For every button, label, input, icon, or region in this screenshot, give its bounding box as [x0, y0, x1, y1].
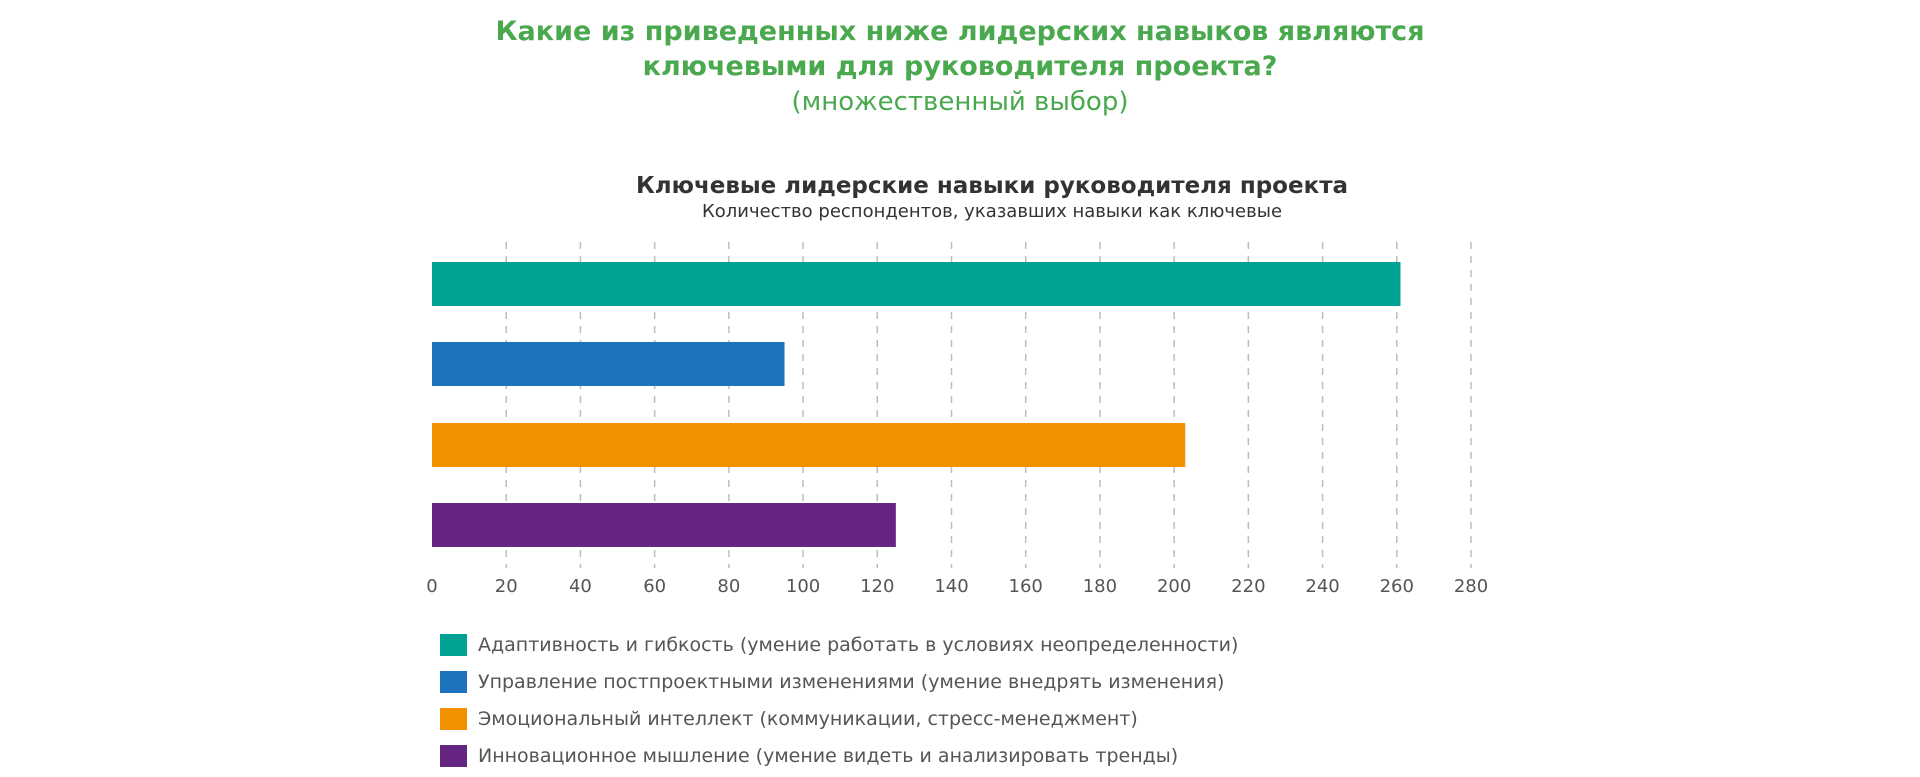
x-tick-label: 140	[934, 576, 968, 597]
legend-label: Инновационное мышление (умение видеть и …	[478, 744, 1179, 767]
question-line-2: ключевыми для руководителя проекта?	[642, 51, 1278, 82]
legend-swatch	[440, 707, 467, 730]
bar	[432, 262, 1401, 306]
question-header: Какие из приведенных ниже лидерских навы…	[0, 14, 1920, 120]
legend-item: Адаптивность и гибкость (умение работать…	[440, 626, 1238, 663]
x-tick-label: 20	[495, 576, 518, 597]
x-tick-label: 220	[1231, 576, 1265, 597]
x-tick-label: 100	[786, 576, 820, 597]
x-tick-label: 40	[569, 576, 592, 597]
x-tick-label: 200	[1157, 576, 1191, 597]
legend-item: Управление постпроектными изменениями (у…	[440, 663, 1238, 700]
legend-item: Инновационное мышление (умение видеть и …	[440, 737, 1238, 774]
legend-label: Эмоциональный интеллект (коммуникации, с…	[478, 707, 1138, 730]
x-tick-label: 240	[1305, 576, 1339, 597]
x-tick-label: 160	[1009, 576, 1043, 597]
x-axis-ticks: 0 20 40 60 80 100 120 140 160 180 200 220 240 260 280	[426, 576, 1488, 597]
x-tick-label: 0	[426, 576, 437, 597]
question-note: (множественный выбор)	[791, 87, 1129, 117]
x-tick-label: 260	[1380, 576, 1414, 597]
x-tick-label: 80	[717, 576, 740, 597]
bar	[432, 503, 896, 547]
x-tick-label: 60	[643, 576, 666, 597]
legend-swatch	[440, 670, 467, 693]
chart-title: Ключевые лидерские навыки руководителя п…	[636, 173, 1348, 199]
question-line-1: Какие из приведенных ниже лидерских навы…	[495, 16, 1425, 47]
legend-swatch	[440, 744, 467, 767]
x-tick-label: 180	[1083, 576, 1117, 597]
legend-label: Управление постпроектными изменениями (у…	[478, 670, 1225, 693]
x-tick-label: 280	[1454, 576, 1488, 597]
chart-subtitle: Количество респондентов, указавших навык…	[702, 201, 1282, 222]
bar	[432, 423, 1186, 467]
legend-swatch	[440, 633, 467, 656]
bars	[432, 262, 1401, 547]
legend: Адаптивность и гибкость (умение работать…	[440, 626, 1238, 774]
bar	[432, 342, 785, 386]
x-tick-label: 120	[860, 576, 894, 597]
legend-item: Эмоциональный интеллект (коммуникации, с…	[440, 700, 1238, 737]
legend-label: Адаптивность и гибкость (умение работать…	[478, 633, 1239, 656]
